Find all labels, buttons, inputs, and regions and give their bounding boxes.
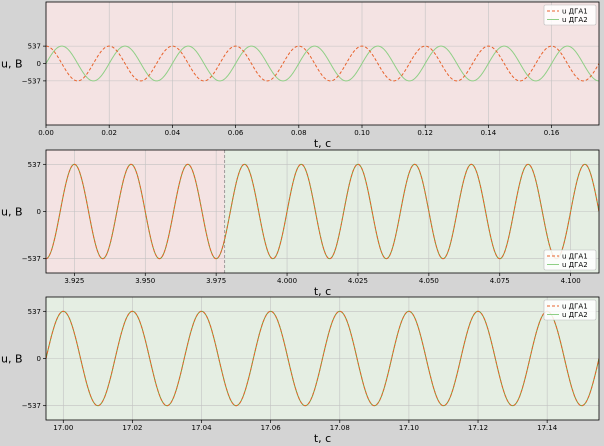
legend-label-1: u ДГА1 bbox=[562, 253, 588, 261]
x-tick-label: 17.12 bbox=[468, 424, 488, 432]
x-axis-label: t, c bbox=[314, 137, 331, 150]
legend-label-2: u ДГА2 bbox=[562, 311, 588, 319]
series-line-1 bbox=[46, 310, 599, 407]
x-tick-label: 4.075 bbox=[490, 277, 510, 285]
x-tick-label: 17.08 bbox=[330, 424, 350, 432]
y-tick-label: 537 bbox=[28, 161, 41, 169]
x-tick-label: 4.000 bbox=[277, 277, 297, 285]
y-tick-label: 537 bbox=[28, 308, 41, 316]
x-tick-label: 17.14 bbox=[537, 424, 558, 432]
x-tick-label: 17.00 bbox=[53, 424, 73, 432]
x-tick-label: 17.04 bbox=[192, 424, 213, 432]
x-axis-label: t, c bbox=[314, 285, 331, 298]
x-tick-label: 3.950 bbox=[135, 277, 155, 285]
x-tick-label: 0.00 bbox=[38, 129, 54, 137]
chart-panel-3: 17.00 17.02 17.04 17.06 17.08 17.10 17.12 17.14… bbox=[1, 296, 600, 445]
legend-label-1: u ДГА1 bbox=[562, 8, 588, 16]
y-axis-label: u, В bbox=[1, 206, 23, 219]
x-axis-label: t, c bbox=[314, 432, 331, 445]
x-tick-label: 0.04 bbox=[165, 129, 181, 137]
series-line-1 bbox=[46, 163, 599, 260]
y-axis-label: u, В bbox=[1, 353, 23, 366]
legend-label-2: u ДГА2 bbox=[562, 261, 588, 269]
y-tick-label: −537 bbox=[22, 402, 41, 410]
x-tick-label: 4.025 bbox=[348, 277, 368, 285]
y-tick-label: −537 bbox=[22, 255, 41, 263]
chart-panel-1: 0.00 0.02 0.04 0.06 0.08 0.10 0.12 0.14 0.16 −537… bbox=[1, 1, 600, 150]
y-tick-label: 0 bbox=[37, 60, 41, 68]
y-tick-label: 0 bbox=[37, 355, 41, 363]
y-tick-label: 0 bbox=[37, 208, 41, 216]
x-tick-label: 3.925 bbox=[64, 277, 84, 285]
series-line-1 bbox=[46, 45, 599, 82]
x-tick-label: 0.02 bbox=[101, 129, 117, 137]
chart-panel-2: 3.925 3.950 3.975 4.000 4.025 4.050 4.075 4.100… bbox=[1, 149, 600, 298]
x-tick-label: 3.975 bbox=[206, 277, 226, 285]
y-axis-label: u, В bbox=[1, 58, 23, 71]
y-tick-label: 537 bbox=[28, 43, 41, 51]
x-tick-label: 4.050 bbox=[419, 277, 439, 285]
x-tick-label: 0.14 bbox=[481, 129, 497, 137]
x-tick-label: 0.16 bbox=[544, 129, 560, 137]
x-tick-label: 0.10 bbox=[354, 129, 370, 137]
x-tick-label: 4.100 bbox=[561, 277, 581, 285]
legend-label-2: u ДГА2 bbox=[562, 16, 588, 24]
series-line-2 bbox=[46, 45, 599, 82]
x-tick-label: 0.12 bbox=[417, 129, 433, 137]
x-tick-label: 17.10 bbox=[399, 424, 419, 432]
x-tick-label: 0.08 bbox=[291, 129, 307, 137]
y-tick-label: −537 bbox=[22, 77, 41, 85]
x-tick-label: 0.06 bbox=[228, 129, 244, 137]
legend-label-1: u ДГА1 bbox=[562, 303, 588, 311]
x-tick-label: 17.06 bbox=[261, 424, 282, 432]
x-tick-label: 17.02 bbox=[122, 424, 142, 432]
